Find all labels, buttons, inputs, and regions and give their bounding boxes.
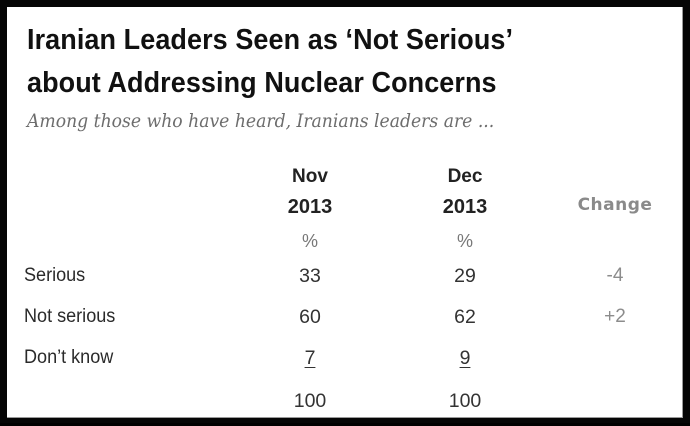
table-row-total: 100 100: [7, 390, 682, 426]
cell-change: -4: [606, 265, 624, 286]
column-month: Nov: [292, 166, 328, 187]
column-year: 2013: [287, 196, 333, 218]
chart-subtitle: Among those who have heard, Iranians lea…: [27, 111, 495, 132]
cell-dec: 29: [454, 265, 476, 287]
column-header-dec-2013: Dec 2013 %: [405, 162, 525, 256]
column-month: Dec: [447, 166, 483, 187]
cell-dec-value: 9: [459, 347, 471, 369]
row-label: Not serious: [24, 306, 116, 327]
cell-dec: 62: [454, 306, 476, 328]
row-label: Don’t know: [24, 347, 114, 368]
column-header-change: Change: [577, 195, 653, 215]
column-year: 2013: [442, 196, 488, 218]
cell-dec: 9: [405, 347, 525, 370]
title-line-1: Iranian Leaders Seen as ‘Not Serious’: [27, 24, 514, 56]
title-line-2: about Addressing Nuclear Concerns: [27, 67, 497, 99]
row-label: Serious: [24, 265, 86, 286]
cell-nov: 60: [299, 306, 321, 328]
table-row: Don’t know 7 9: [7, 347, 682, 383]
cell-nov: 33: [299, 265, 321, 287]
table-panel: Iranian Leaders Seen as ‘Not Serious’ ab…: [7, 7, 683, 418]
cell-dec-total: 100: [448, 390, 482, 412]
column-unit: %: [456, 231, 473, 251]
cell-nov-value: 7: [304, 347, 316, 369]
cell-nov: 7: [250, 347, 370, 370]
table-row: Not serious 60 62 +2: [7, 306, 682, 342]
column-unit: %: [301, 231, 318, 251]
column-header-nov-2013: Nov 2013 %: [250, 162, 370, 256]
cell-nov-total: 100: [293, 390, 327, 412]
cell-change: +2: [604, 306, 626, 327]
chart-title: Iranian Leaders Seen as ‘Not Serious’ ab…: [27, 19, 513, 105]
table-row: Serious 33 29 -4: [7, 265, 682, 301]
